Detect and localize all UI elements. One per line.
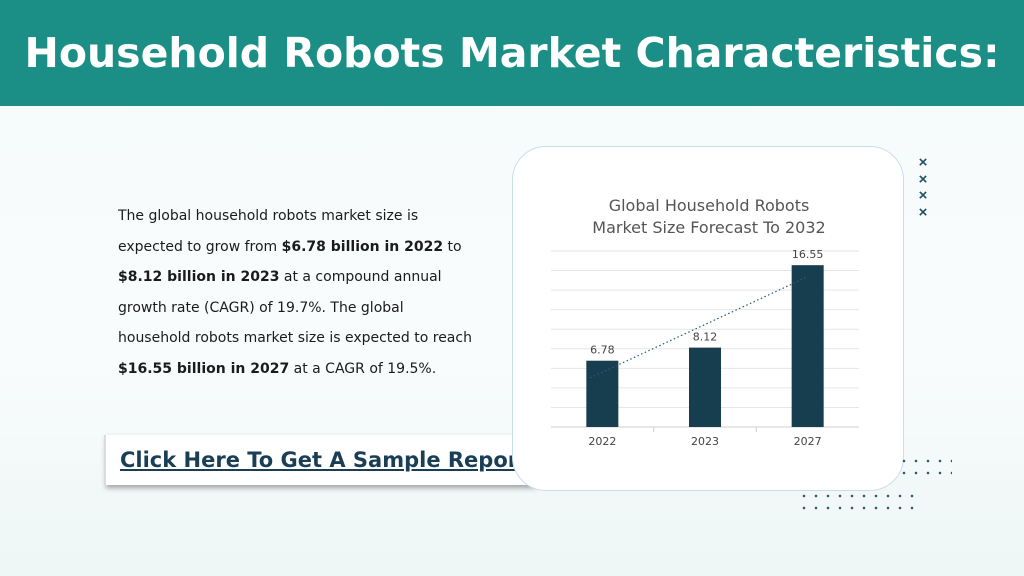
description-highlight-2027: $16.55 billion in 2027 (118, 360, 290, 377)
description-highlight-2022: $6.78 billion in 2022 (281, 238, 444, 255)
x-tick-label-2027: 2027 (794, 435, 822, 448)
bar-2023 (689, 347, 721, 427)
page-title: Household Robots Market Characteristics: (24, 29, 1000, 77)
cross-decoration: × × × × (914, 154, 932, 221)
chart-card: Global Household Robots Market Size Fore… (512, 146, 904, 491)
description-text: to (443, 238, 462, 255)
dot-pattern (898, 455, 952, 483)
description-text: The global household robots market size … (118, 208, 419, 255)
sample-report-cta: Click Here To Get A Sample Report (104, 435, 534, 485)
description-text: at a CAGR of 19.5%. (289, 360, 437, 377)
data-label-2023: 8.12 (693, 331, 718, 344)
description-text: at a compound annual growth rate (CAGR) … (118, 269, 472, 347)
header-banner: Household Robots Market Characteristics: (0, 0, 1024, 106)
cross-icon: × (918, 203, 928, 221)
cross-icon: × (918, 187, 928, 204)
x-tick-label-2022: 2022 (588, 435, 616, 448)
cross-icon: × (918, 154, 928, 171)
bar-chart: 6.78 2022 8.12 2023 16.55 2027 (551, 248, 859, 448)
dot-pattern (798, 490, 922, 518)
chart-title-line-1: Global Household Robots (608, 196, 810, 215)
bar-2027 (791, 265, 824, 427)
chart-title-line-2: Market Size Forecast To 2032 (592, 218, 826, 237)
market-description: The global household robots market size … (118, 201, 478, 385)
x-tick-label-2023: 2023 (691, 435, 719, 448)
cross-icon: × (918, 170, 928, 188)
data-label-2022: 6.78 (590, 344, 615, 357)
data-label-2027: 16.55 (792, 248, 824, 261)
chart-title: Global Household Robots Market Size Fore… (513, 195, 905, 239)
description-highlight-2023: $8.12 billion in 2023 (118, 269, 280, 286)
sample-report-link[interactable]: Click Here To Get A Sample Report (120, 448, 529, 472)
bar-2022 (586, 360, 619, 427)
